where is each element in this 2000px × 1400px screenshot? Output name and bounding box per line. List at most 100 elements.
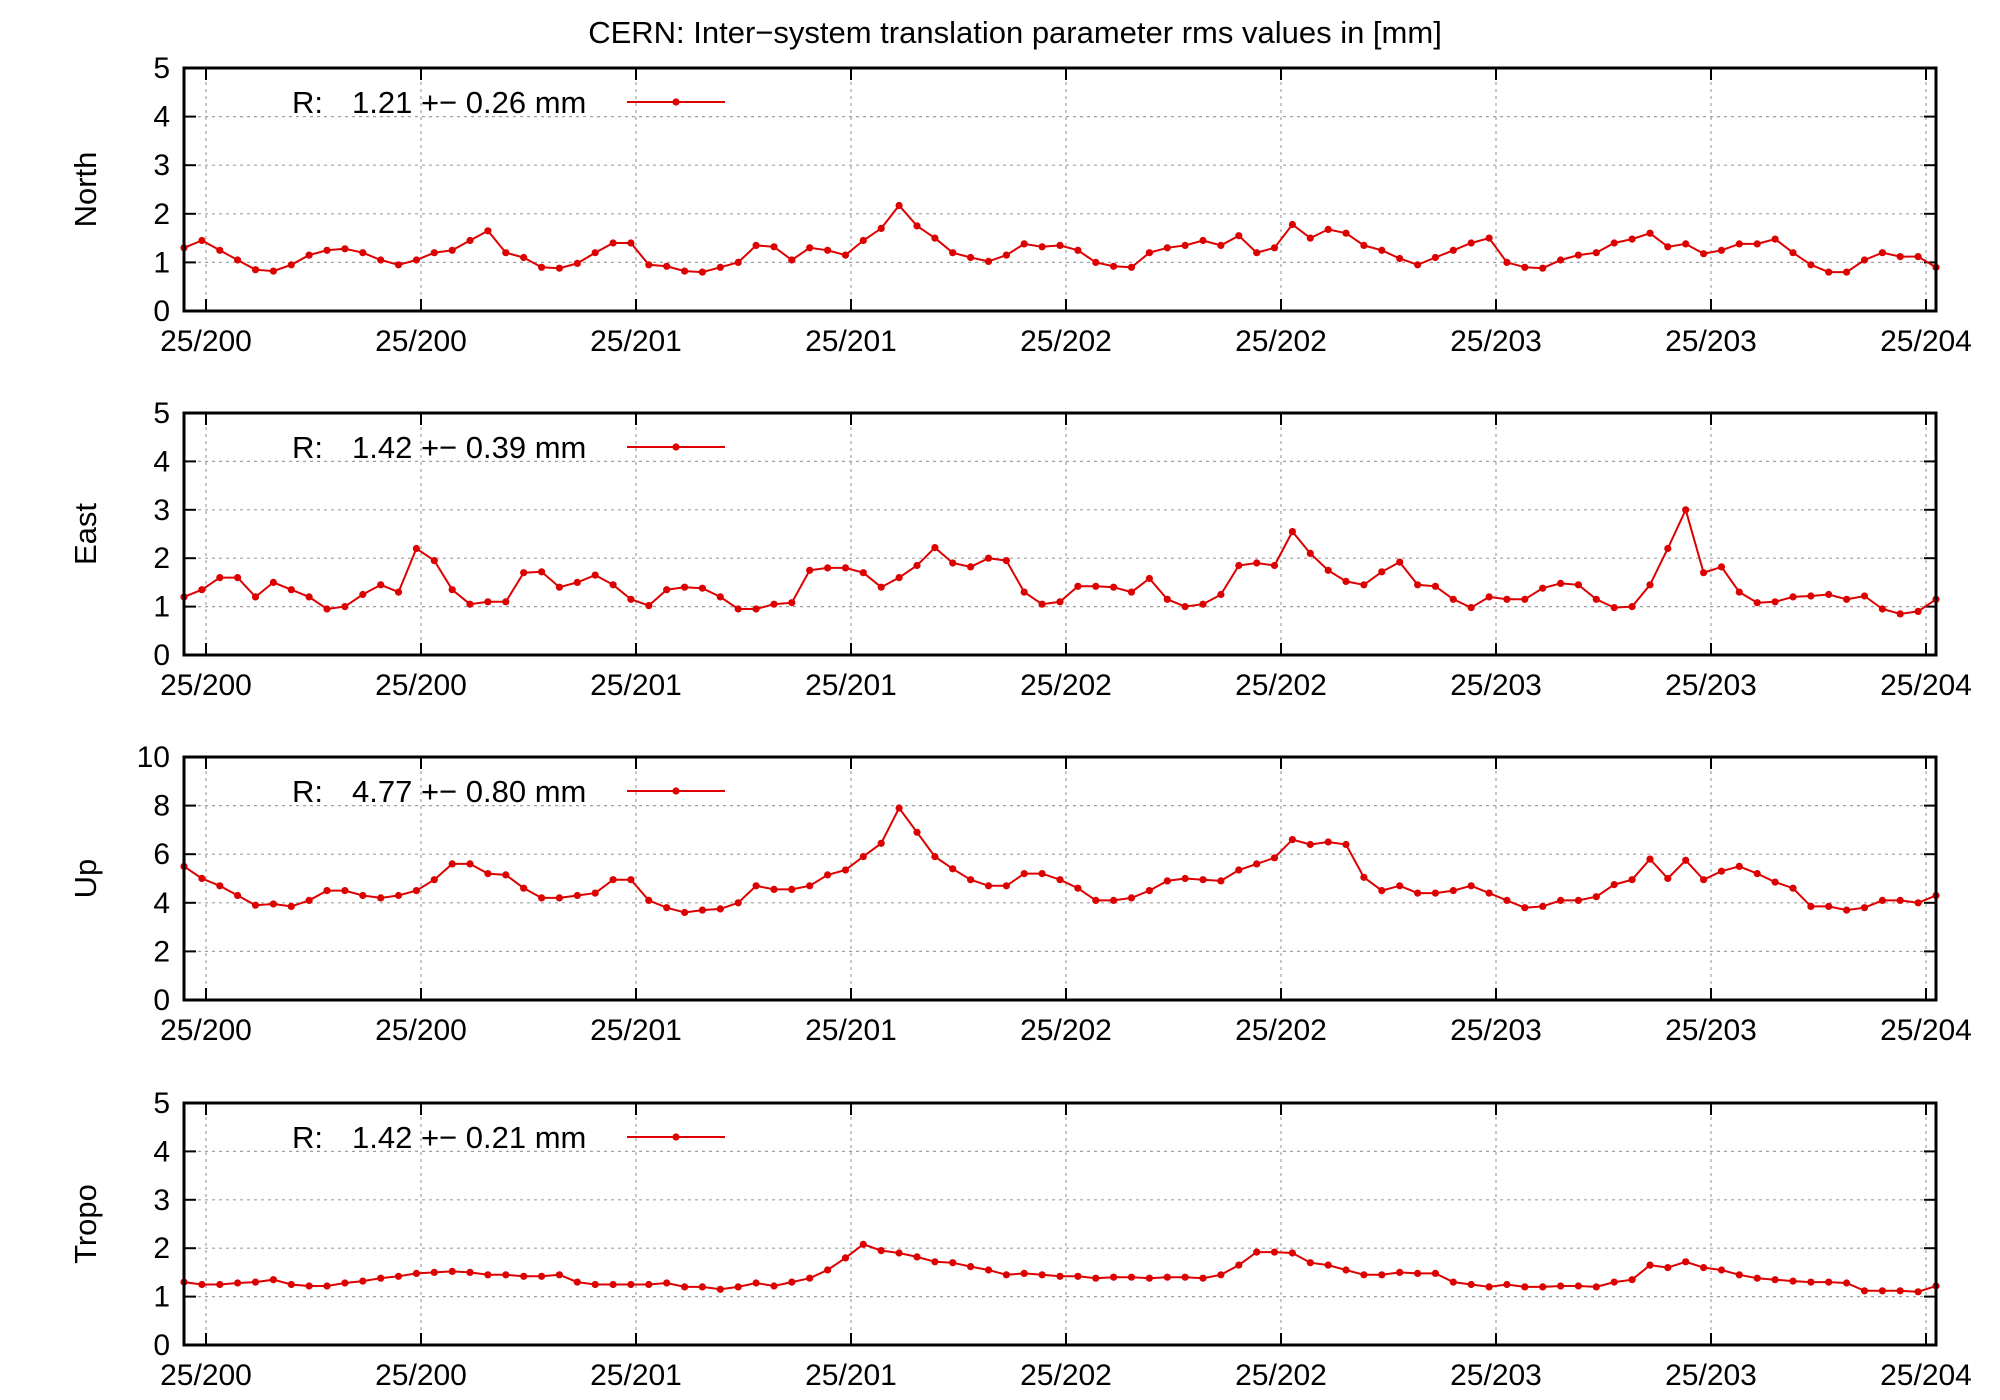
data-point bbox=[1843, 906, 1851, 914]
data-point bbox=[1020, 870, 1028, 878]
data-point bbox=[1217, 590, 1225, 599]
chart-panel-tropo: 0 1 2 3 4 5 25/200 25/200 25/201 25/201 25/202 25/2… bbox=[68, 1087, 1972, 1392]
data-point bbox=[305, 593, 313, 601]
data-point bbox=[430, 1268, 438, 1276]
data-point bbox=[394, 588, 403, 596]
data-point bbox=[734, 258, 742, 266]
x-tick-label: 25/203 bbox=[1665, 325, 1757, 358]
data-point bbox=[931, 1258, 939, 1266]
data-point bbox=[466, 600, 474, 608]
data-point bbox=[1610, 239, 1618, 247]
x-tick-label: 25/201 bbox=[805, 325, 897, 358]
data-point bbox=[1378, 568, 1386, 576]
data-point bbox=[859, 853, 867, 861]
data-point bbox=[1825, 268, 1833, 276]
data-point bbox=[1235, 866, 1243, 874]
data-point bbox=[663, 1279, 671, 1287]
data-point bbox=[1396, 1268, 1404, 1276]
data-point bbox=[1181, 1273, 1189, 1281]
data-point bbox=[430, 557, 438, 565]
data-point bbox=[573, 1278, 581, 1286]
data-point bbox=[1753, 599, 1761, 607]
data-point bbox=[681, 267, 689, 275]
y-axis-label: North bbox=[68, 152, 103, 228]
x-tick-label: 25/202 bbox=[1235, 1014, 1327, 1047]
data-point bbox=[949, 865, 957, 873]
data-point bbox=[1127, 894, 1136, 902]
y-tick-label: 1 bbox=[153, 246, 170, 279]
data-point bbox=[716, 263, 724, 271]
data-point bbox=[412, 887, 420, 895]
data-point bbox=[1628, 876, 1636, 884]
legend-point-sample bbox=[672, 443, 680, 451]
data-point bbox=[555, 583, 564, 591]
data-point bbox=[752, 1279, 760, 1287]
data-point bbox=[770, 885, 778, 894]
x-tick-label: 25/200 bbox=[375, 669, 467, 702]
legend-label: 4.77 +− 0.80 mm bbox=[352, 774, 586, 809]
data-point bbox=[1914, 607, 1922, 616]
data-point bbox=[1592, 595, 1600, 603]
data-point bbox=[1700, 1264, 1708, 1272]
y-tick-label: 3 bbox=[153, 1184, 170, 1217]
data-point bbox=[430, 249, 438, 257]
data-point bbox=[859, 569, 867, 577]
data-point bbox=[1610, 604, 1618, 612]
data-point bbox=[555, 894, 564, 902]
data-point bbox=[949, 559, 957, 567]
data-point bbox=[1557, 579, 1565, 588]
data-point bbox=[913, 1253, 921, 1261]
series-line-r bbox=[183, 806, 1937, 914]
data-point bbox=[1199, 600, 1207, 608]
y-tick-label: 5 bbox=[153, 1087, 170, 1120]
data-point bbox=[1074, 1272, 1082, 1280]
data-point bbox=[824, 1266, 832, 1274]
data-point bbox=[1396, 882, 1404, 890]
data-point bbox=[287, 261, 295, 269]
data-point bbox=[609, 1280, 617, 1289]
data-point bbox=[394, 891, 403, 900]
data-point bbox=[1253, 249, 1261, 257]
data-point bbox=[1539, 1283, 1547, 1291]
data-point bbox=[1414, 261, 1422, 269]
data-point bbox=[752, 241, 760, 249]
data-point bbox=[895, 574, 903, 582]
data-point bbox=[1896, 253, 1904, 261]
data-point bbox=[1038, 1271, 1046, 1279]
data-point bbox=[573, 578, 581, 587]
data-point bbox=[1288, 528, 1296, 536]
data-point bbox=[1163, 1273, 1171, 1281]
data-point bbox=[1056, 241, 1064, 249]
data-point bbox=[1682, 506, 1690, 514]
data-point bbox=[698, 584, 707, 592]
data-point bbox=[1503, 258, 1511, 266]
data-point bbox=[251, 1278, 260, 1286]
data-point bbox=[1646, 229, 1654, 237]
data-point bbox=[734, 1283, 742, 1291]
data-point bbox=[1145, 887, 1153, 895]
data-point bbox=[1020, 240, 1028, 248]
y-tick-label: 8 bbox=[153, 790, 170, 823]
data-point bbox=[502, 598, 510, 606]
x-tick-label: 25/204 bbox=[1880, 1014, 1972, 1047]
data-point bbox=[377, 894, 385, 902]
data-point bbox=[234, 574, 242, 582]
data-point bbox=[716, 1285, 724, 1293]
data-point bbox=[949, 249, 957, 257]
data-point bbox=[269, 1276, 277, 1284]
data-point bbox=[1056, 598, 1064, 606]
data-point bbox=[627, 595, 635, 603]
data-point bbox=[269, 578, 277, 587]
data-point bbox=[216, 882, 224, 890]
x-tick-label: 25/203 bbox=[1450, 1359, 1542, 1392]
data-point bbox=[1610, 881, 1618, 889]
data-point bbox=[645, 261, 653, 269]
data-point bbox=[1306, 549, 1314, 558]
data-point bbox=[1110, 1273, 1118, 1281]
data-point bbox=[1360, 873, 1368, 881]
x-tick-label: 25/201 bbox=[590, 1359, 682, 1392]
data-point bbox=[1914, 1288, 1922, 1296]
chart-panel-up: 0 2 4 6 8 10 25/200 25/200 25/201 25/201 25/202 25/… bbox=[68, 741, 1972, 1047]
data-point bbox=[198, 586, 206, 594]
x-tick-label: 25/203 bbox=[1665, 1359, 1757, 1392]
